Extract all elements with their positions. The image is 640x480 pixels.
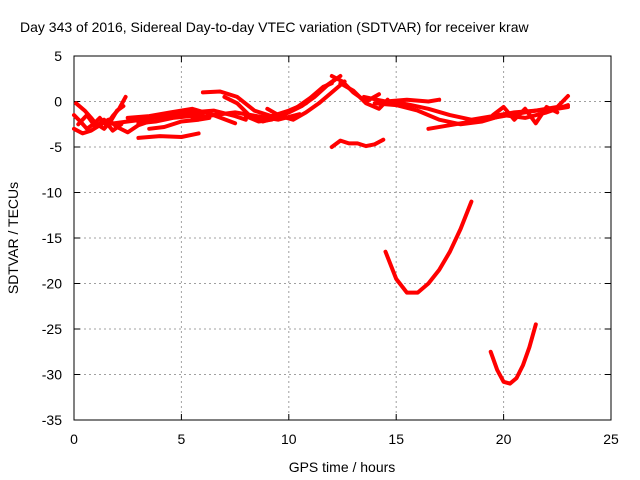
- x-tick-label: 15: [388, 431, 404, 447]
- series-line-g1: [488, 322, 538, 386]
- series-line-e3: [383, 97, 442, 104]
- series-line-b4: [136, 131, 201, 140]
- series-line-a4: [76, 113, 124, 133]
- y-tick-label: -30: [42, 367, 62, 383]
- series-line-c3: [243, 81, 334, 124]
- x-tick-label: 10: [281, 431, 297, 447]
- y-axis-label: SDTVAR / TECUs: [5, 182, 21, 294]
- y-tick-label: -10: [42, 185, 62, 201]
- series-line-b3: [136, 113, 205, 126]
- y-tick-label: -25: [42, 321, 62, 337]
- data-series: [72, 74, 570, 386]
- y-tick-label: 5: [54, 48, 62, 64]
- y-tick-label: 0: [54, 94, 62, 110]
- x-tick-label: 20: [496, 431, 512, 447]
- series-line-d1: [329, 137, 386, 149]
- series-line-c4: [190, 110, 302, 122]
- x-tick-label: 5: [178, 431, 186, 447]
- chart-title: Day 343 of 2016, Sidereal Day-to-day VTE…: [20, 19, 529, 35]
- x-axis-label: GPS time / hours: [289, 459, 396, 475]
- y-tick-label: -20: [42, 276, 62, 292]
- series-line-f1: [383, 199, 474, 295]
- series-line-e5: [490, 105, 560, 126]
- y-tick-label: -5: [50, 139, 63, 155]
- series-line-c5: [265, 79, 347, 122]
- x-tick-label: 25: [603, 431, 619, 447]
- axis-ticks: 0 5 10 15 20 25 5 0 -5 -10 -15 -20 -25 -30 -35: [42, 48, 619, 447]
- y-tick-label: -15: [42, 230, 62, 246]
- series-line-b1: [104, 108, 248, 127]
- series-line-e4: [426, 94, 570, 131]
- y-tick-label: -35: [42, 412, 62, 428]
- series-line-a3: [72, 117, 152, 136]
- x-tick-label: 0: [70, 431, 78, 447]
